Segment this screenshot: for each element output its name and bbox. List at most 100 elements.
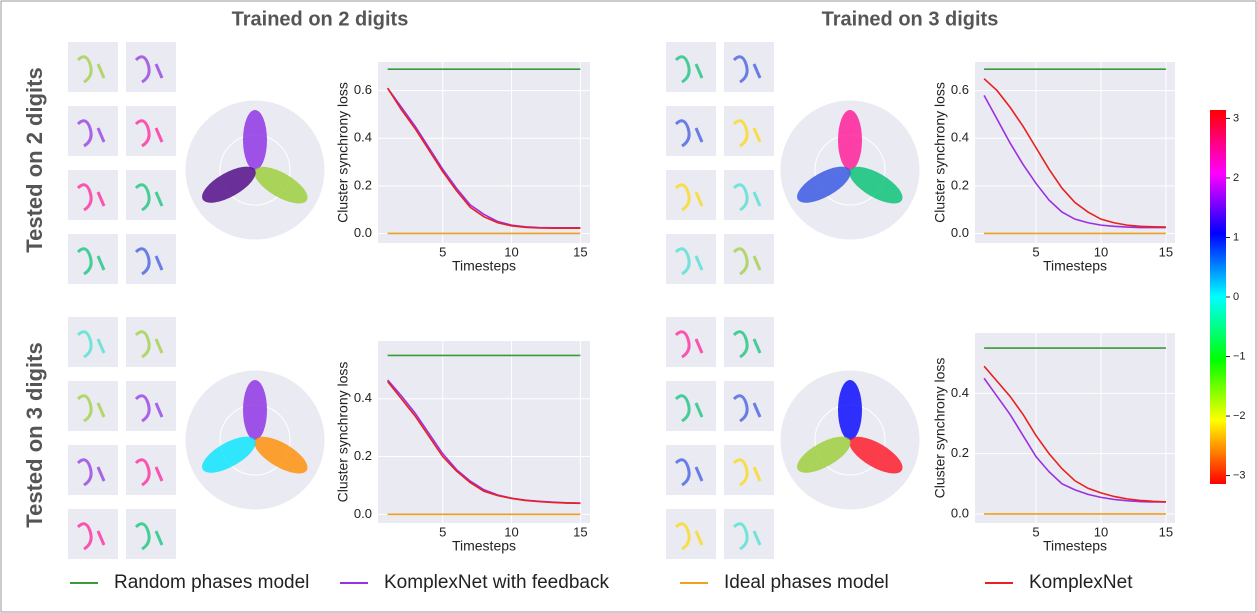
y-tick-label: 0.4: [951, 130, 969, 145]
legend-label: KomplexNet with feedback: [384, 572, 609, 593]
thumbnail: [68, 106, 118, 156]
thumbnail: [666, 509, 716, 559]
colorbar: [1210, 110, 1226, 484]
thumbnail: [724, 106, 774, 156]
thumbnail-stroke: [674, 183, 704, 212]
plot-area: [378, 62, 590, 243]
thumbnail-stroke: [134, 330, 164, 359]
thumbnail: [666, 106, 716, 156]
row-title: Tested on 2 digits: [22, 67, 47, 252]
colorbar-tick-label: −2: [1233, 410, 1246, 422]
thumbnail-stroke: [674, 458, 704, 487]
series-line: [387, 380, 581, 505]
y-axis-label: Cluster synchrony loss: [932, 82, 948, 223]
plot-area: [378, 341, 590, 523]
series-line: [983, 94, 1166, 229]
y-tick-label: 0.0: [354, 225, 372, 240]
colorbar-tick-label: 2: [1233, 172, 1239, 184]
polar-cluster: [797, 166, 851, 203]
y-tick-label: 0.2: [354, 177, 372, 192]
series-line: [983, 78, 1166, 228]
polar-cluster: [243, 110, 267, 170]
thumbnail-stroke: [732, 458, 762, 487]
thumbnail: [724, 170, 774, 220]
thumbnail: [724, 381, 774, 431]
x-tick-label: 15: [573, 244, 587, 259]
thumbnail: [126, 42, 176, 92]
colorbar-tick-label: 3: [1233, 112, 1239, 124]
thumbnail: [126, 381, 176, 431]
thumbnail-stroke: [134, 119, 164, 148]
y-tick-label: 0.4: [951, 385, 969, 400]
thumbnail-stroke: [732, 330, 762, 359]
thumbnail: [666, 317, 716, 367]
polar-grid: [779, 99, 921, 241]
polar-cluster: [838, 380, 862, 440]
polar-cluster: [849, 166, 903, 204]
thumbnail: [126, 106, 176, 156]
x-tick-label: 5: [439, 524, 446, 539]
thumbnail-stroke: [134, 183, 164, 212]
x-tick-label: 10: [1094, 244, 1108, 259]
thumbnail: [68, 170, 118, 220]
y-tick-label: 0.0: [354, 506, 372, 521]
thumbnail: [666, 42, 716, 92]
y-tick-label: 0.4: [354, 130, 372, 145]
thumbnail-stroke: [674, 330, 704, 359]
thumbnail: [68, 317, 118, 367]
thumbnail-stroke: [732, 522, 762, 551]
legend-label: Ideal phases model: [724, 572, 889, 593]
thumbnail: [68, 234, 118, 284]
thumbnail-stroke: [732, 247, 762, 276]
thumbnail-stroke: [76, 247, 106, 276]
polar-grid: [779, 369, 921, 511]
y-tick-label: 0.0: [951, 505, 969, 520]
polar-cluster: [202, 436, 256, 473]
thumbnail-stroke: [76, 330, 106, 359]
colorbar-tick-label: −3: [1233, 469, 1246, 481]
y-axis-label: Cluster synchrony loss: [932, 358, 948, 499]
thumbnail: [126, 317, 176, 367]
x-tick-label: 5: [1032, 244, 1039, 259]
plot-area: [975, 62, 1175, 243]
y-tick-label: 0.2: [951, 445, 969, 460]
thumbnail-stroke: [76, 183, 106, 212]
y-tick-label: 0.6: [354, 82, 372, 97]
y-tick-label: 0.2: [354, 448, 372, 463]
colorbar-tick-label: 0: [1233, 291, 1239, 303]
thumbnail-stroke: [134, 394, 164, 423]
thumbnail: [724, 445, 774, 495]
x-tick-label: 15: [1159, 524, 1173, 539]
series-line: [983, 365, 1166, 503]
polar-grid: [184, 99, 326, 241]
series-line: [386, 87, 581, 230]
thumbnail-stroke: [76, 458, 106, 487]
polar-cluster: [254, 166, 308, 204]
thumbnail: [666, 445, 716, 495]
thumbnail: [68, 445, 118, 495]
thumbnail-stroke: [732, 183, 762, 212]
polar-grid: [184, 369, 326, 511]
thumbnail-stroke: [134, 522, 164, 551]
thumbnail-stroke: [76, 119, 106, 148]
x-tick-label: 10: [1094, 524, 1108, 539]
thumbnail: [68, 509, 118, 559]
thumbnail: [68, 381, 118, 431]
x-axis-label: Timesteps: [1043, 538, 1107, 554]
polar-cluster: [254, 436, 308, 474]
thumbnail-stroke: [674, 247, 704, 276]
y-tick-label: 0.2: [951, 177, 969, 192]
y-tick-label: 0.0: [951, 225, 969, 240]
thumbnail-stroke: [674, 522, 704, 551]
thumbnail: [68, 42, 118, 92]
y-axis-label: Cluster synchrony loss: [335, 362, 351, 503]
thumbnail-stroke: [76, 55, 106, 84]
thumbnail: [126, 234, 176, 284]
thumbnail-stroke: [134, 247, 164, 276]
thumbnail: [666, 170, 716, 220]
thumbnail: [666, 234, 716, 284]
thumbnail: [724, 42, 774, 92]
legend-label: KomplexNet: [1029, 572, 1133, 593]
